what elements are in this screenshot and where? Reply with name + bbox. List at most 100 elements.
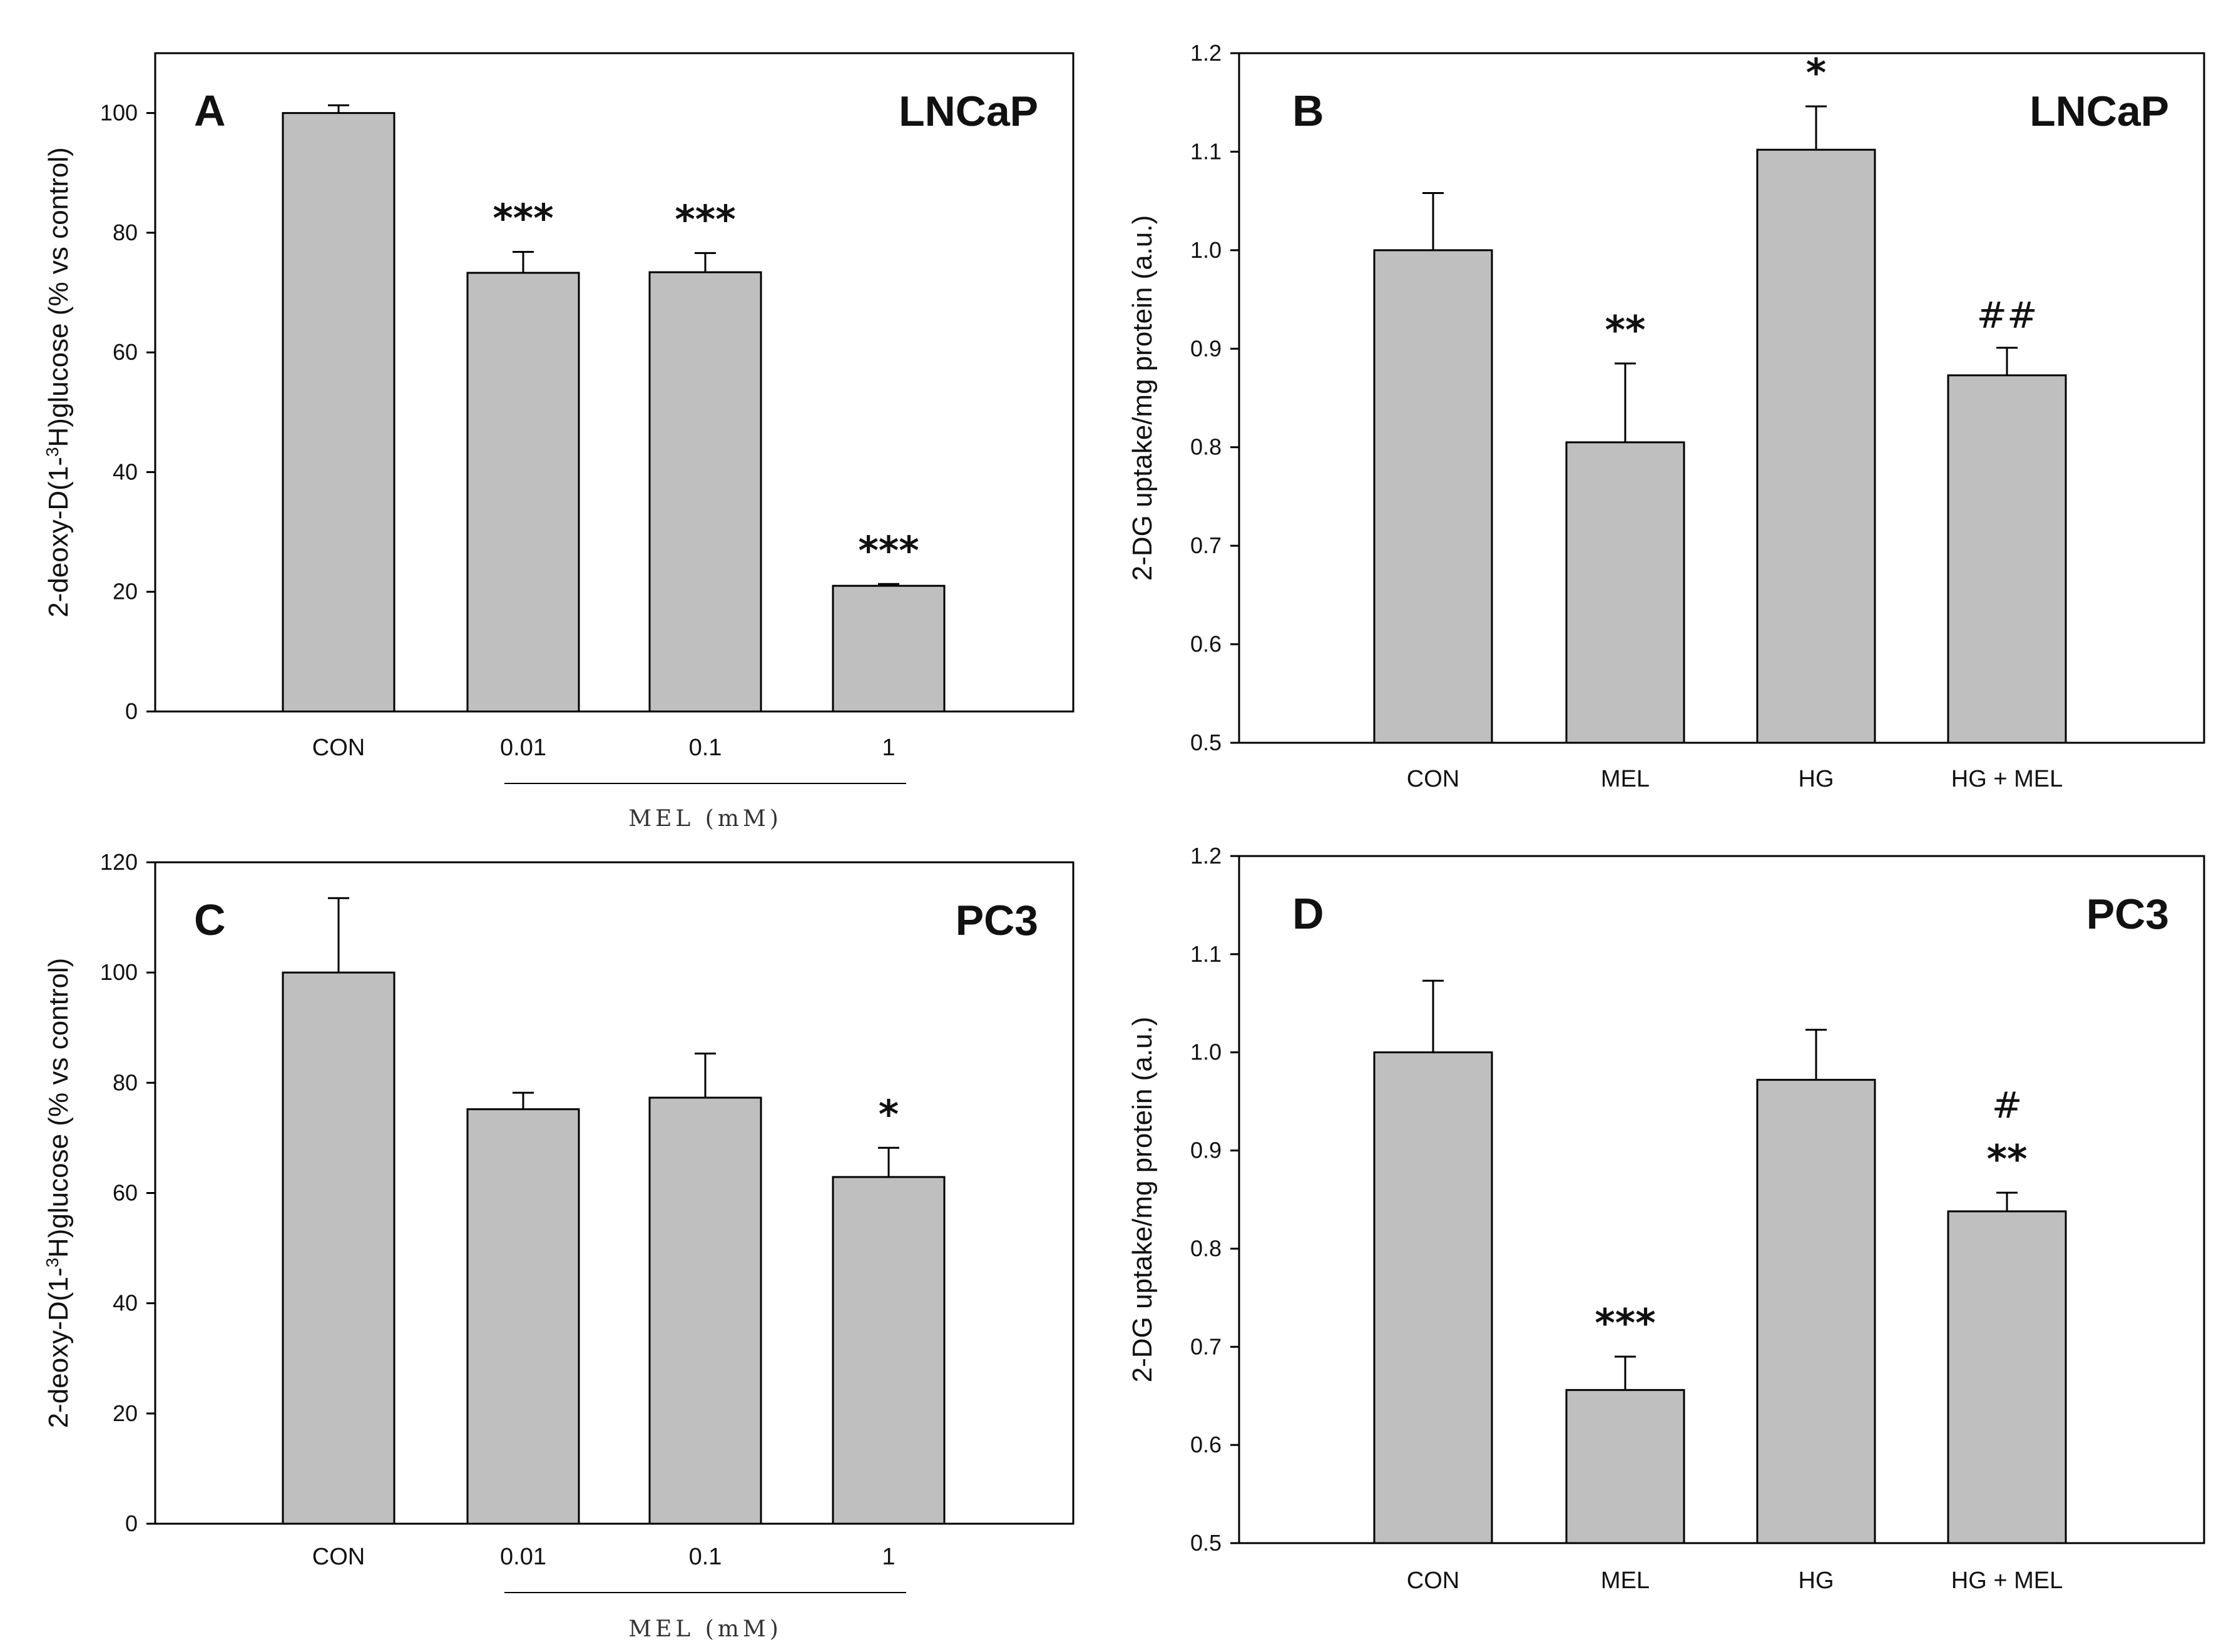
panel-label: A: [194, 86, 226, 135]
group-label: MEL (mM): [628, 1616, 782, 1642]
category-label: 0.1: [689, 735, 722, 761]
y-axis-label-part: 3: [43, 447, 62, 457]
bar: [282, 971, 396, 1525]
category-label: CON: [312, 735, 365, 761]
y-tick-label: 60: [113, 1180, 138, 1206]
y-axis-label: 2-DG uptake/mg protein (a.u.): [1127, 215, 1158, 581]
y-axis-label-part: 2-DG uptake/mg protein (a.u.): [1127, 1017, 1158, 1382]
panel-c: 0 20 40 60 80 100 120 2-deoxy-D(1-3H)glucose (%…: [43, 849, 1075, 1642]
y-tick-label: 80: [113, 220, 138, 245]
category-label: 1: [882, 735, 895, 761]
bar: [832, 1176, 946, 1525]
category-label: HG: [1799, 1568, 1834, 1594]
y-tick-label: 0.5: [1190, 730, 1222, 755]
bar: [1565, 1389, 1685, 1544]
y-tick-label: 120: [100, 849, 138, 875]
cell-line-label: PC3: [956, 897, 1038, 944]
cell-line-label: PC3: [2086, 890, 2169, 938]
bar: [1373, 1051, 1493, 1544]
y-tick-label: 1.2: [1190, 40, 1222, 66]
panel-d: 0.5 0.6 0.7 0.8 0.9 1.0 1.1 1.2 2-DG uptake/mg p…: [1127, 843, 2205, 1594]
y-tick-label: 0.6: [1190, 631, 1222, 657]
category-label: HG: [1799, 766, 1834, 792]
category-label: CON: [1407, 1568, 1459, 1594]
y-tick-label: 100: [100, 959, 138, 985]
significance-mark: ***: [858, 528, 919, 573]
category-label: 0.1: [689, 1544, 722, 1570]
plot-frame: [1238, 52, 2205, 744]
significance-mark: *: [879, 1091, 899, 1137]
y-tick-label: 1.1: [1190, 941, 1222, 967]
bar: [466, 1108, 580, 1525]
y-tick-label: 40: [113, 1290, 138, 1316]
significance-mark: *: [1806, 50, 1826, 96]
bar: [1756, 1079, 1876, 1544]
y-axis-label-part: 2-deoxy-D(1-: [43, 1268, 74, 1429]
y-axis-label: 2-deoxy-D(1-3H)glucose (% vs control): [43, 958, 74, 1429]
panel-a: 0 20 40 60 80 100 2-deoxy-D(1-3H)glucose (% vs…: [43, 52, 1075, 832]
significance-mark: #: [1992, 1084, 2023, 1126]
y-tick-label: 0.7: [1190, 1333, 1222, 1359]
y-tick-label: 1.0: [1190, 1039, 1222, 1065]
significance-mark: **: [1605, 307, 1646, 353]
y-axis-label: 2-deoxy-D(1-3H)glucose (% vs control): [43, 147, 74, 618]
y-tick-label: 0.9: [1190, 335, 1222, 361]
significance-mark: ***: [1595, 1300, 1655, 1346]
y-axis-label: 2-DG uptake/mg protein (a.u.): [1127, 1017, 1158, 1382]
y-tick-label: 0.5: [1190, 1530, 1222, 1556]
y-tick-label: 1.2: [1190, 843, 1222, 869]
y-tick-label: 0.8: [1190, 434, 1222, 460]
bar: [832, 584, 946, 713]
significance-mark: **: [1987, 1136, 2028, 1182]
category-label: MEL: [1601, 1568, 1650, 1594]
y-tick-label: 20: [113, 1400, 138, 1426]
cell-line-label: LNCaP: [899, 88, 1038, 135]
y-tick-label: 40: [113, 459, 138, 484]
panel-label: C: [194, 895, 226, 944]
bar: [282, 112, 396, 713]
y-tick-label: 1.1: [1190, 138, 1222, 164]
y-tick-label: 0.6: [1190, 1432, 1222, 1457]
y-tick-label: 0: [125, 698, 138, 724]
bar: [1565, 441, 1685, 744]
y-tick-label: 1.0: [1190, 237, 1222, 263]
category-label: CON: [1407, 766, 1459, 792]
category-label: 1: [882, 1544, 895, 1570]
bar: [648, 1096, 762, 1525]
y-tick-label: 20: [113, 579, 138, 604]
y-tick-label: 0: [125, 1511, 138, 1536]
plot-frame: [1238, 855, 2205, 1544]
category-label: HG + MEL: [1951, 766, 2063, 792]
y-tick-label: 80: [113, 1069, 138, 1095]
panel-b: 0.5 0.6 0.7 0.8 0.9 1.0 1.1 1.2 2-DG uptake/mg p…: [1127, 40, 2205, 792]
panel-label: D: [1292, 889, 1324, 938]
bar: [1947, 1210, 2067, 1544]
bar: [1947, 374, 2067, 744]
category-label: CON: [312, 1544, 365, 1570]
y-tick-label: 0.8: [1190, 1235, 1222, 1261]
significance-mark: ***: [675, 196, 735, 242]
group-label: MEL (mM): [628, 806, 782, 832]
y-tick-label: 0.9: [1190, 1138, 1222, 1163]
bar: [1756, 148, 1876, 744]
category-label: MEL: [1601, 766, 1650, 792]
y-tick-label: 100: [100, 100, 138, 126]
y-tick-label: 60: [113, 339, 138, 365]
y-axis-label-part: 2-DG uptake/mg protein (a.u.): [1127, 215, 1158, 581]
category-label: 0.01: [500, 1544, 546, 1570]
y-axis-label-part: H)glucose (% vs control): [43, 147, 74, 447]
y-axis-label-part: H)glucose (% vs control): [43, 958, 74, 1258]
significance-mark: ##: [1976, 294, 2037, 337]
bar: [648, 271, 762, 713]
category-label: HG + MEL: [1951, 1568, 2063, 1594]
y-axis-label-part: 3: [43, 1258, 62, 1268]
category-label: 0.01: [500, 735, 546, 761]
y-axis-label-part: 2-deoxy-D(1-: [43, 457, 74, 618]
cell-line-label: LNCaP: [2029, 88, 2169, 135]
panel-label: B: [1292, 86, 1324, 135]
plot-frame: [154, 52, 1075, 713]
bar: [1373, 249, 1493, 744]
bar: [466, 272, 580, 713]
y-tick-label: 0.7: [1190, 533, 1222, 558]
